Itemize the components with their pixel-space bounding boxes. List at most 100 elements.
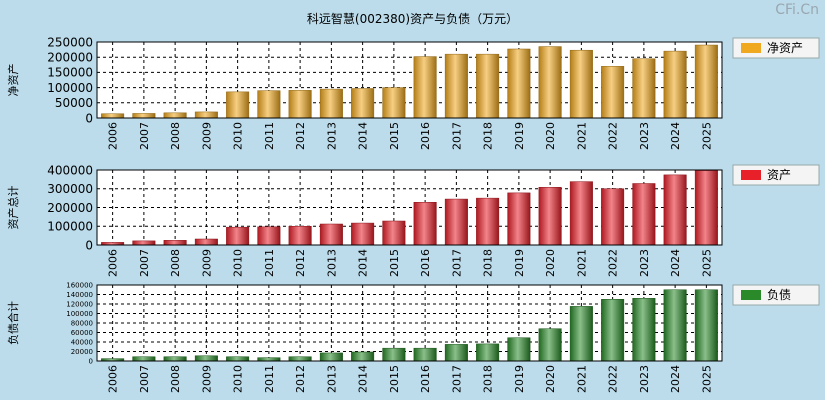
x-tick-label: 2024 — [669, 122, 682, 150]
x-tick-label: 2012 — [294, 122, 307, 150]
y-tick-label: 60000 — [71, 329, 93, 337]
bar-net-assets-2008 — [163, 112, 187, 119]
x-tick-label: 2019 — [513, 122, 526, 150]
y-tick-label: 300000 — [47, 182, 93, 196]
bar-total-assets-2013 — [319, 223, 343, 246]
y-tick-label: 200000 — [47, 51, 93, 65]
bar-total-liabilities-2008 — [163, 356, 187, 362]
y-axis-title: 负债合计 — [6, 301, 20, 345]
bar-total-liabilities-2022 — [601, 299, 625, 362]
x-tick-label: 2025 — [700, 249, 713, 277]
bar-total-assets-2024 — [663, 174, 687, 246]
y-tick-label: 0 — [89, 358, 93, 366]
x-tick-label: 2013 — [325, 249, 338, 277]
legend-swatch — [741, 290, 761, 300]
bar-total-liabilities-2012 — [288, 356, 312, 362]
x-tick-label: 2010 — [232, 365, 245, 393]
bar-total-assets-2011 — [257, 226, 281, 246]
bar-net-assets-2019 — [507, 48, 531, 119]
legend-label: 资产 — [767, 168, 791, 182]
bar-net-assets-2017 — [444, 53, 468, 119]
bar-total-assets-2018 — [476, 197, 500, 246]
y-tick-label: 120000 — [66, 301, 93, 309]
bar-total-liabilities-2020 — [538, 328, 562, 362]
x-tick-label: 2008 — [169, 365, 182, 393]
x-tick-label: 2025 — [700, 122, 713, 150]
legend-label: 负债 — [767, 288, 791, 302]
x-tick-label: 2020 — [544, 365, 557, 393]
bar-net-assets-2024 — [663, 50, 687, 119]
legend-swatch — [741, 170, 761, 180]
x-tick-label: 2017 — [450, 249, 463, 277]
x-tick-label: 2010 — [232, 249, 245, 277]
bar-total-assets-2016 — [413, 202, 437, 246]
bar-net-assets-2011 — [257, 90, 281, 119]
x-tick-label: 2006 — [107, 249, 120, 277]
x-tick-label: 2020 — [544, 249, 557, 277]
x-tick-label: 2021 — [575, 122, 588, 150]
bar-net-assets-2009 — [194, 111, 218, 119]
y-axis-title: 净资产 — [6, 64, 20, 97]
y-tick-label: 100000 — [66, 310, 93, 318]
x-tick-label: 2018 — [482, 122, 495, 150]
chart-title: 科远智慧(002380)资产与负债（万元） — [306, 12, 519, 26]
x-tick-label: 2013 — [325, 365, 338, 393]
y-tick-label: 160000 — [66, 282, 93, 290]
bar-total-assets-2012 — [288, 226, 312, 246]
x-tick-label: 2018 — [482, 365, 495, 393]
x-tick-label: 2007 — [138, 122, 151, 150]
x-tick-label: 2015 — [388, 249, 401, 277]
bar-net-assets-2020 — [538, 46, 562, 119]
x-tick-label: 2016 — [419, 249, 432, 277]
legend-label: 净资产 — [767, 41, 803, 55]
bar-net-assets-2022 — [601, 66, 625, 119]
y-tick-label: 80000 — [71, 320, 93, 328]
x-tick-label: 2011 — [263, 122, 276, 150]
bar-total-assets-2015 — [382, 220, 406, 246]
y-tick-label: 0 — [85, 111, 93, 125]
y-tick-label: 400000 — [47, 163, 93, 177]
x-tick-label: 2014 — [357, 249, 370, 277]
plot-frame — [96, 284, 723, 362]
bar-total-liabilities-2021 — [569, 306, 593, 362]
bar-total-assets-2020 — [538, 187, 562, 246]
y-tick-label: 140000 — [66, 291, 93, 299]
x-tick-label: 2013 — [325, 122, 338, 150]
bar-total-assets-2009 — [194, 238, 218, 246]
bar-total-assets-2010 — [226, 226, 250, 246]
bar-total-liabilities-2007 — [132, 356, 156, 362]
x-tick-label: 2018 — [482, 249, 495, 277]
bar-net-assets-2015 — [382, 87, 406, 119]
bar-total-assets-2025 — [694, 170, 718, 246]
bar-total-assets-2019 — [507, 192, 531, 246]
bar-total-assets-2023 — [632, 183, 656, 246]
y-tick-label: 20000 — [71, 348, 93, 356]
x-tick-label: 2021 — [575, 249, 588, 277]
x-tick-label: 2019 — [513, 365, 526, 393]
bar-net-assets-2018 — [476, 53, 500, 119]
x-tick-label: 2024 — [669, 249, 682, 277]
x-tick-label: 2008 — [169, 249, 182, 277]
x-tick-label: 2016 — [419, 122, 432, 150]
x-tick-label: 2007 — [138, 249, 151, 277]
bar-total-liabilities-2018 — [476, 343, 500, 362]
bar-net-assets-2012 — [288, 90, 312, 119]
x-tick-label: 2019 — [513, 249, 526, 277]
x-tick-label: 2009 — [200, 122, 213, 150]
x-tick-label: 2017 — [450, 122, 463, 150]
bar-total-liabilities-2010 — [226, 356, 250, 362]
y-tick-label: 100000 — [47, 81, 93, 95]
bar-total-liabilities-2019 — [507, 337, 531, 362]
x-tick-label: 2023 — [638, 122, 651, 150]
panel-total-assets: 0 100000 200000 300000 400000 2006 2007 2008 200… — [6, 163, 820, 277]
x-tick-label: 2006 — [107, 122, 120, 150]
bar-total-assets-2008 — [163, 240, 187, 246]
bar-net-assets-2025 — [694, 44, 718, 119]
x-tick-label: 2009 — [200, 365, 213, 393]
y-tick-label: 40000 — [71, 339, 93, 347]
plot-background — [97, 42, 722, 118]
x-tick-label: 2022 — [607, 122, 620, 150]
x-tick-label: 2015 — [388, 122, 401, 150]
